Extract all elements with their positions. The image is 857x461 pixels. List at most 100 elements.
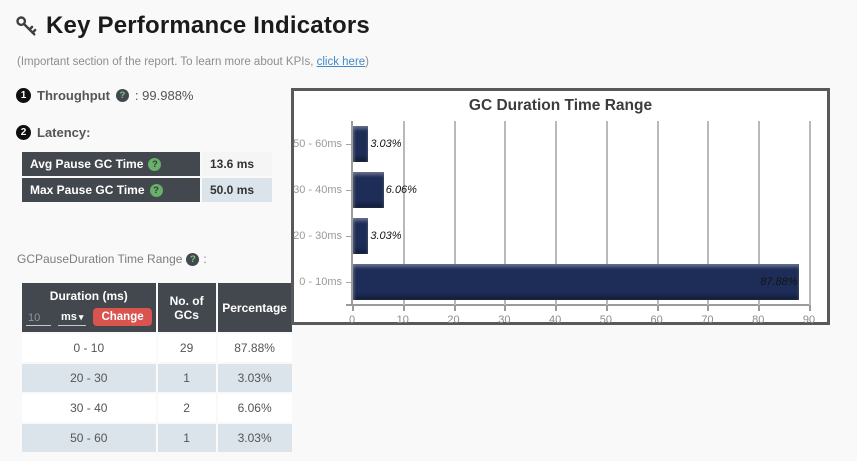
metric-value: 50.0 ms <box>202 178 272 202</box>
bar-row: 30 - 40ms 6.06% <box>293 167 809 213</box>
x-tick-mark <box>656 306 659 311</box>
badge-1: 1 <box>16 88 31 103</box>
gridline <box>707 121 710 305</box>
category-tick <box>346 190 351 191</box>
gridline <box>453 121 456 305</box>
x-axis-line <box>346 304 811 306</box>
page-header: Key Performance Indicators <box>14 12 370 40</box>
gridline <box>809 121 811 305</box>
cell-percentage: 6.06% <box>217 394 292 422</box>
gridline <box>656 121 659 305</box>
duration-table: Duration (ms) ms▾ Change No. of GCs Perc… <box>20 281 294 454</box>
x-tick-mark <box>453 306 456 311</box>
bar-row: 0 - 10ms 87.88% <box>299 259 809 305</box>
category-tick <box>346 144 351 145</box>
x-tick-label: 10 <box>396 314 409 326</box>
table-row: 30 - 40 2 6.06% <box>22 394 292 422</box>
gridline <box>605 121 608 305</box>
cell-percentage: 87.88% <box>217 334 292 362</box>
x-tick-label: 60 <box>650 314 663 326</box>
bar-value-label: 3.03% <box>370 230 402 242</box>
column-header-percentage: Percentage <box>217 283 292 332</box>
category-label: 30 - 40ms <box>293 184 342 196</box>
x-tick-mark <box>555 306 558 311</box>
bar-value-label: 3.03% <box>370 138 402 150</box>
plot-area: 0 10 20 30 40 50 60 70 80 90 50 - 60ms 3.03% 30 - 40… <box>293 121 815 326</box>
bar-value-label: 87.88% <box>760 276 798 288</box>
category-label: 50 - 60ms <box>293 138 342 150</box>
x-tick-mark <box>352 306 354 311</box>
table-row: Avg Pause GC Time? 13.6 ms <box>22 152 272 176</box>
chart-bar[interactable] <box>353 126 369 162</box>
x-tick-mark <box>605 306 608 311</box>
subtitle: (Important section of the report. To lea… <box>17 56 370 68</box>
cell-count: 1 <box>157 364 216 392</box>
table-row: 20 - 30 1 3.03% <box>22 364 292 392</box>
help-icon[interactable]: ? <box>149 183 163 197</box>
help-icon[interactable]: ? <box>148 157 162 171</box>
throughput-value: : 99.988% <box>134 88 194 103</box>
metric-label: Max Pause GC Time <box>30 183 145 197</box>
cell-duration: 50 - 60 <box>22 424 156 452</box>
gridline <box>402 121 405 305</box>
x-tick-mark <box>809 306 811 311</box>
x-tick-label: 20 <box>447 314 460 326</box>
x-tick-mark <box>707 306 710 311</box>
subtitle-text: (Important section of the report. To lea… <box>17 56 317 68</box>
badge-2: 2 <box>16 125 31 140</box>
help-icon[interactable]: ? <box>186 252 200 266</box>
pause-time-table: Avg Pause GC Time? 13.6 ms Max Pause GC … <box>20 150 274 204</box>
x-tick-label: 40 <box>548 314 562 326</box>
throughput-label: Throughput <box>37 88 110 103</box>
chart-title: GC Duration Time Range <box>468 97 653 114</box>
cell-duration: 30 - 40 <box>22 394 156 422</box>
cell-count: 1 <box>157 424 216 452</box>
x-tick-mark <box>402 306 405 311</box>
gc-duration-chart: GC Duration Time Range 0 10 20 30 40 50 60 70 80… <box>291 88 830 326</box>
x-tick-label: 30 <box>498 314 511 326</box>
x-tick-label: 0 <box>348 314 356 326</box>
page-title: Key Performance Indicators <box>46 12 370 39</box>
category-label: 0 - 10ms <box>299 276 342 288</box>
cell-duration: 20 - 30 <box>22 364 156 392</box>
unit-select[interactable]: ms ▾ <box>58 310 87 326</box>
metric-label: Avg Pause GC Time <box>30 157 144 171</box>
x-tick-label: 70 <box>701 314 714 326</box>
category-tick <box>346 282 351 283</box>
column-header-duration: Duration (ms) <box>49 289 128 303</box>
column-header-count: No. of GCs <box>157 283 216 332</box>
throughput-row: 1 Throughput ? : 99.988% <box>16 88 194 103</box>
category-label: 20 - 30ms <box>293 230 342 242</box>
category-tick <box>346 236 351 237</box>
x-tick-label: 90 <box>802 314 816 326</box>
x-tick-mark <box>758 306 761 311</box>
help-icon[interactable]: ? <box>115 89 129 102</box>
y-axis-line <box>351 121 353 305</box>
gridline <box>504 121 507 305</box>
chart-bar[interactable] <box>353 218 369 254</box>
cell-count: 2 <box>157 394 216 422</box>
chart-bar[interactable] <box>353 264 800 300</box>
table-row: Max Pause GC Time? 50.0 ms <box>22 178 272 202</box>
chart-bar[interactable] <box>353 172 384 208</box>
chevron-down-icon: ▾ <box>78 311 84 322</box>
latency-row: 2 Latency: <box>16 125 90 140</box>
latency-label: Latency: <box>37 125 91 140</box>
x-tick-label: 50 <box>599 314 612 326</box>
x-tick-mark <box>504 306 507 311</box>
change-button[interactable]: Change <box>93 308 152 326</box>
gc-pause-duration-label: GCPauseDuration Time Range ? : <box>17 252 207 266</box>
key-icon <box>14 14 38 38</box>
x-tick-label: 80 <box>752 314 765 326</box>
bar-value-label: 6.06% <box>385 184 417 196</box>
cell-percentage: 3.03% <box>217 424 292 452</box>
gridline <box>758 121 761 305</box>
kpi-help-link[interactable]: click here <box>316 56 366 68</box>
bar-row: 50 - 60ms 3.03% <box>293 121 809 167</box>
duration-input[interactable] <box>26 311 51 326</box>
bar-row: 20 - 30ms 3.03% <box>293 213 809 259</box>
metric-value: 13.6 ms <box>202 152 272 176</box>
cell-count: 29 <box>157 334 216 362</box>
table-row: 50 - 60 1 3.03% <box>22 424 292 452</box>
cell-percentage: 3.03% <box>217 364 292 392</box>
